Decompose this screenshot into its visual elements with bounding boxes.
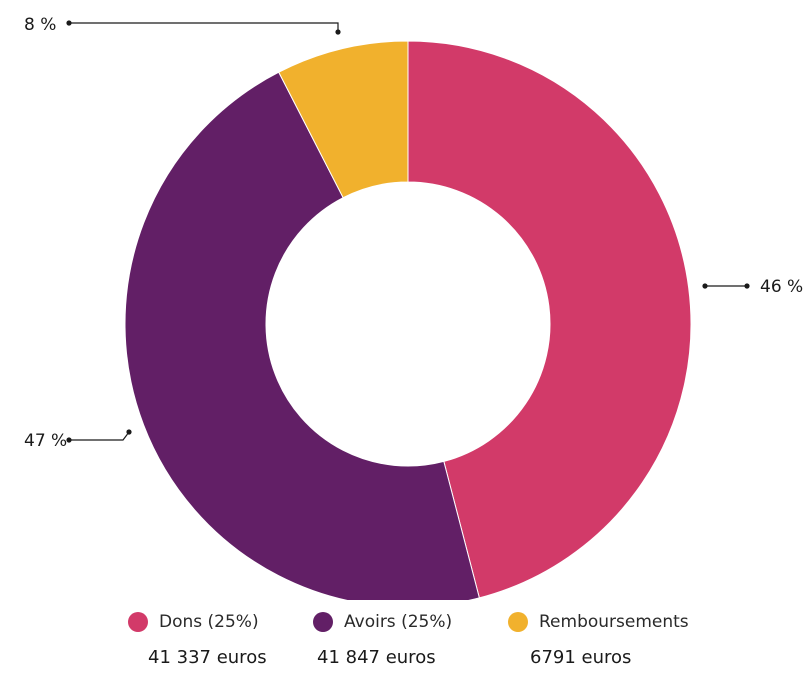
legend-label-avoirs: Avoirs (25%) bbox=[344, 612, 453, 632]
legend-amount-dons: 41 337 euros bbox=[148, 647, 267, 668]
legend-label-remboursements: Remboursements bbox=[539, 612, 689, 632]
percent-label-remboursements: 8 % bbox=[24, 15, 56, 35]
leader-line-remboursements-dot-0 bbox=[66, 20, 72, 26]
legend-swatch-avoirs bbox=[313, 612, 333, 632]
donut-slice-remboursements bbox=[278, 40, 409, 199]
donut-slice-dons bbox=[407, 40, 692, 599]
percent-label-dons: 46 % bbox=[760, 277, 803, 297]
leader-line-dons-dot-0 bbox=[702, 283, 708, 289]
legend-label-dons: Dons (25%) bbox=[159, 612, 259, 632]
legend-swatch-dons bbox=[128, 612, 148, 632]
leader-line-avoirs-dot-1 bbox=[126, 429, 132, 435]
leader-line-remboursements-dot-1 bbox=[335, 29, 341, 35]
leader-line-avoirs-dot-0 bbox=[66, 437, 72, 443]
legend-amount-remboursements: 6791 euros bbox=[530, 647, 632, 668]
legend: Dons (25%) 41 337 euros Avoirs (25%) 41 … bbox=[0, 600, 808, 693]
legend-amount-avoirs: 41 847 euros bbox=[317, 647, 436, 668]
leader-line-avoirs bbox=[69, 431, 130, 441]
donut-slice-avoirs bbox=[124, 71, 480, 600]
percent-label-avoirs: 47 % bbox=[24, 431, 67, 451]
legend-swatch-remboursements bbox=[508, 612, 528, 632]
leader-line-dons-dot-1 bbox=[744, 283, 750, 289]
leader-line-remboursements bbox=[69, 22, 339, 32]
donut-chart: 46 % 47 % 8 % bbox=[24, 15, 803, 600]
